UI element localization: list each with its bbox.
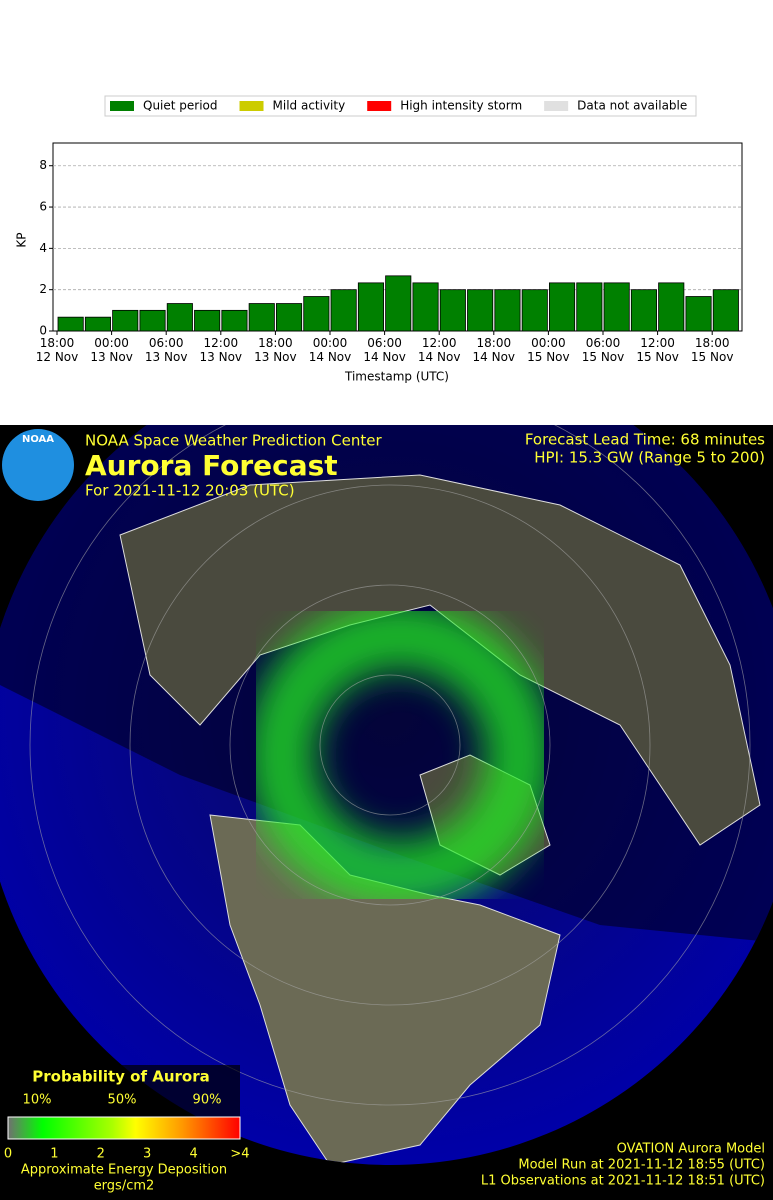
graticule [29,425,751,1106]
y-axis-title: KP [15,232,29,247]
bar [576,282,603,332]
y-tick-label: 4 [39,241,47,255]
energy-unit: ergs/cm2 [94,1179,155,1194]
bar [603,282,630,332]
colorbar [7,1116,241,1140]
legend-swatch [367,101,392,111]
bar [221,309,248,332]
bar [303,296,330,332]
energy-label: 0 [4,1147,12,1162]
model: OVATION Aurora Model [617,1142,765,1157]
bar [166,303,193,332]
x-tick-label: 06:00 14 Nov [363,336,406,364]
bar [467,289,494,332]
bar [658,282,685,332]
bar [630,289,657,332]
land-eurasia [119,474,761,846]
x-tick-label: 12:00 14 Nov [417,336,461,364]
bar [712,289,739,332]
energy-label: 1 [50,1147,58,1162]
chart: Timestamp (UTC) KP Quiet period Mild acti… [15,95,743,384]
energy-label: 3 [143,1147,151,1162]
percent-label: 10% [23,1093,52,1108]
map-title: Aurora Forecast [85,449,338,482]
l1-observations: L1 Observations at 2021-11-12 18:51 (UTC… [481,1174,765,1189]
x-tick-label: 12:00 15 Nov [636,336,679,364]
bar [439,289,466,332]
legend-swatch [110,101,134,111]
energy-title: Approximate Energy Deposition [21,1163,227,1178]
y-tick-label: 2 [39,282,47,296]
hpi: HPI: 15.3 GW (Range 5 to 200) [534,449,765,467]
bar [521,289,548,332]
bar [494,289,521,332]
x-tick-label: 18:00 15 Nov [690,336,734,364]
x-tick-label: 00:00 15 Nov [527,336,570,364]
y-tick-label: 6 [39,200,47,214]
bar [112,309,139,332]
aurora-map: NOAA NOAA Space Weather Prediction Cente… [0,425,773,1200]
y-tick-label: 0 [39,324,47,338]
legend-swatch [239,101,264,111]
x-tick-label: 06:00 13 Nov [144,336,188,364]
x-tick-label: 18:00 12 Nov [35,336,79,364]
lead-time: Forecast Lead Time: 68 minutes [525,431,765,449]
bar [194,309,221,332]
legend-label: Quiet period [143,99,218,113]
bar [275,303,303,332]
legend-label: Mild activity [273,99,346,113]
logo [2,429,74,501]
x-tick-label: 12:00 13 Nov [199,336,243,364]
bar [330,289,357,332]
forecast-time: For 2021-11-12 20:03 (UTC) [85,482,295,500]
colorbar-title: Probability of Aurora [32,1068,209,1086]
bar [385,275,412,332]
energy-label: 4 [189,1147,197,1162]
x-tick-label: 00:00 13 Nov [90,336,133,364]
y-tick-label: 8 [39,158,47,172]
bar [549,282,576,332]
bar [139,309,166,332]
x-tick-label: 06:00 15 Nov [581,336,625,364]
legend-label: Data not available [577,99,687,113]
energy-label: 2 [97,1147,105,1162]
percent-label: 90% [193,1093,222,1108]
x-tick-label: 18:00 14 Nov [472,336,516,364]
center-name: NOAA Space Weather Prediction Center [85,432,382,450]
x-axis-title: Timestamp (UTC) [344,370,449,384]
bar [357,282,384,332]
logo-text: NOAA [22,434,54,445]
bar [84,316,112,332]
bar [248,303,275,332]
bar [57,316,84,332]
model-run: Model Run at 2021-11-12 18:55 (UTC) [518,1158,765,1173]
energy-label: >4 [230,1147,249,1162]
x-tick-label: 00:00 14 Nov [308,336,352,364]
bar [685,296,712,332]
bar [412,282,439,332]
x-tick-label: 18:00 13 Nov [254,336,297,364]
legend-label: High intensity storm [400,99,522,113]
legend-swatch [544,101,569,111]
aurora-oval [245,600,555,910]
percent-label: 50% [108,1093,137,1108]
